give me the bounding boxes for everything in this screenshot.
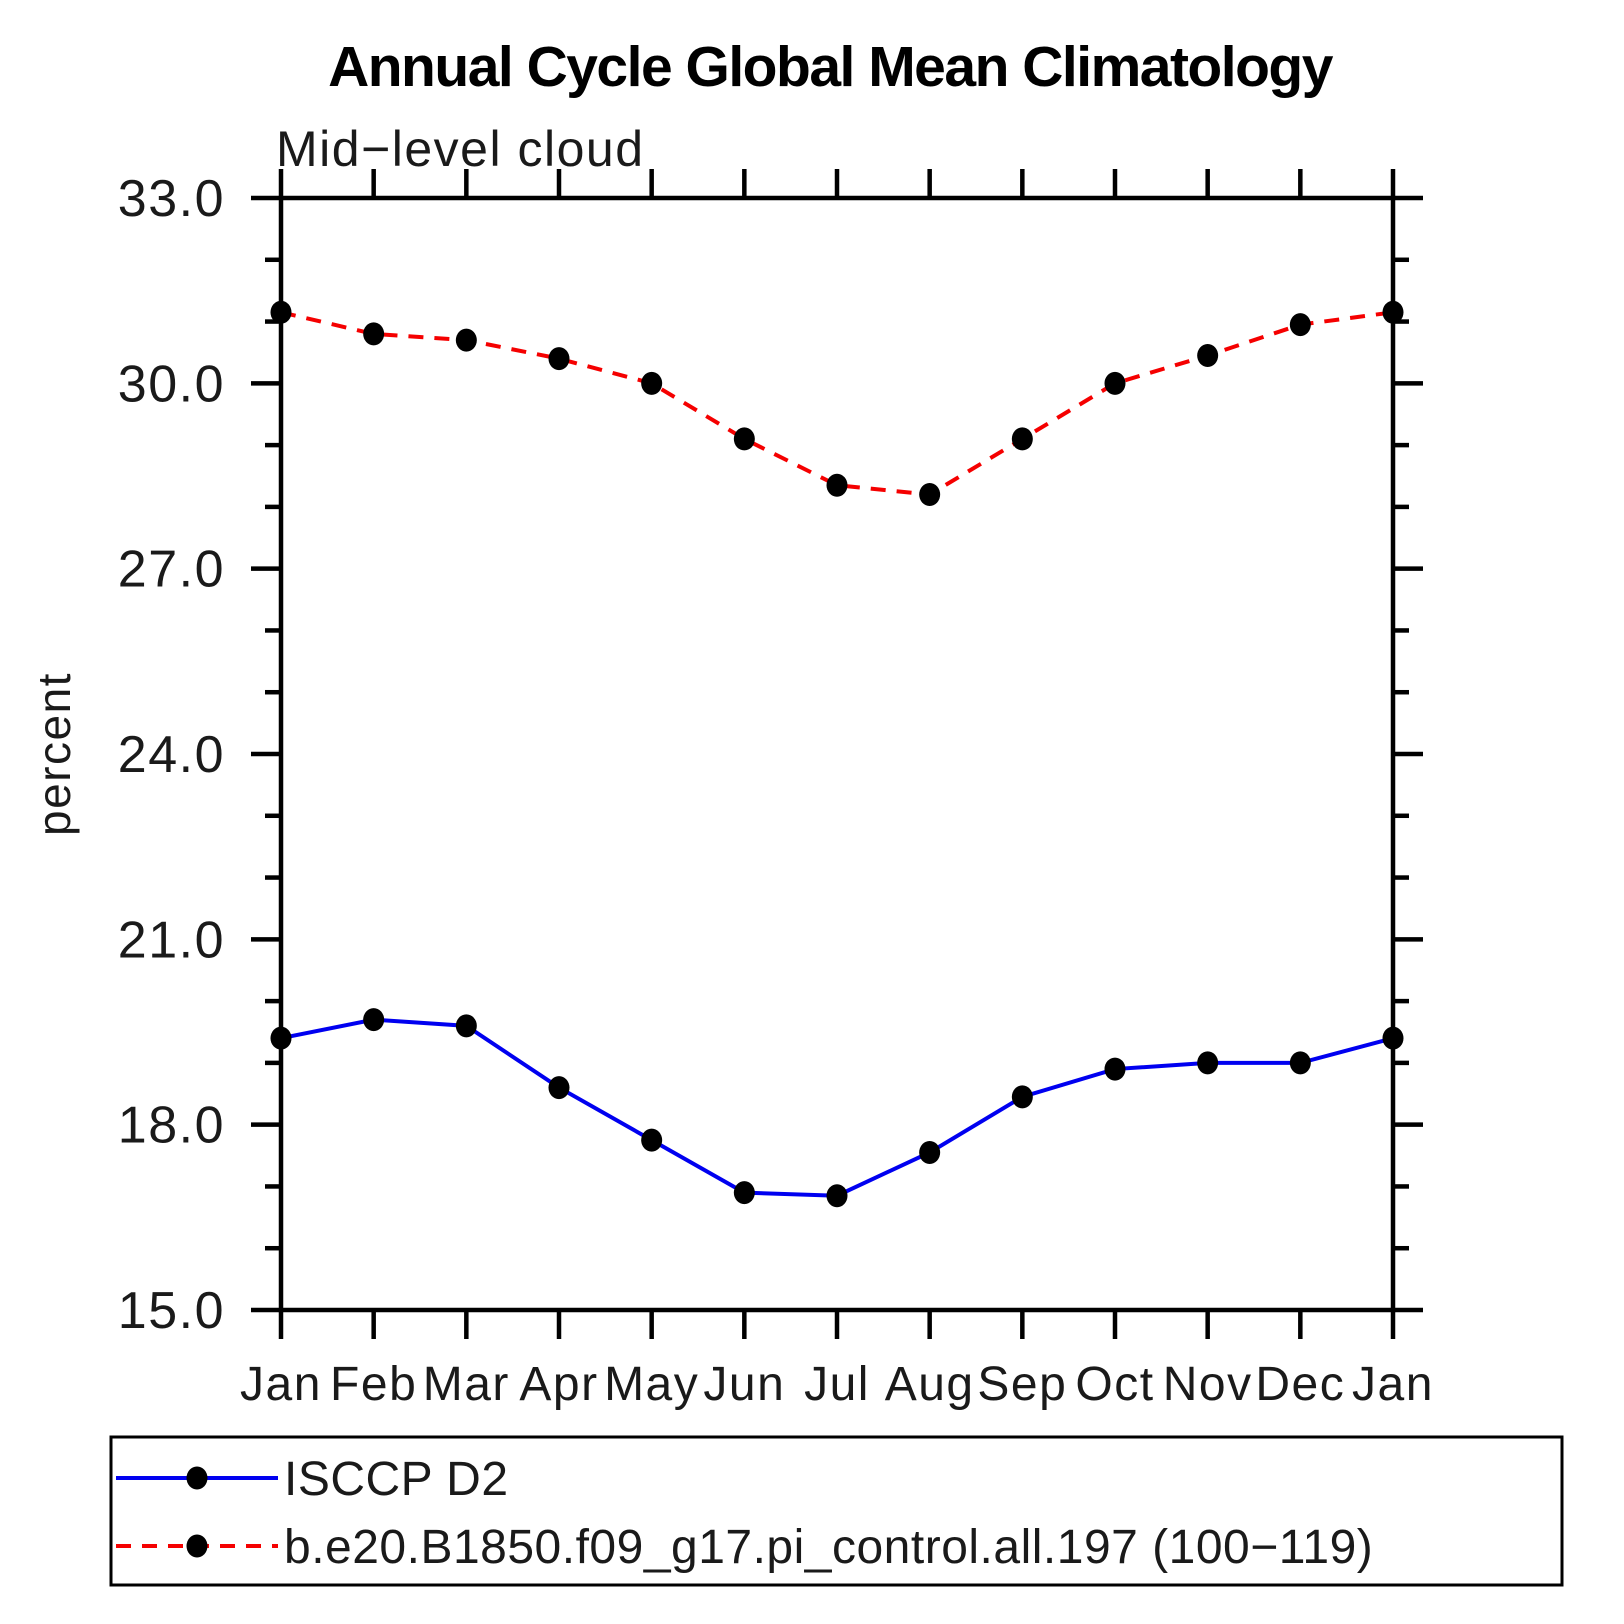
series-line-model xyxy=(280,310,1394,497)
y-tick-label: 24.0 xyxy=(118,726,225,784)
x-tick-label: Feb xyxy=(330,1358,417,1411)
data-point-marker xyxy=(363,322,385,346)
data-point-marker xyxy=(733,1181,755,1205)
x-tick-label: Nov xyxy=(1163,1358,1253,1411)
data-point-marker xyxy=(455,1014,477,1038)
data-point-marker xyxy=(548,347,570,371)
x-tick-label: Sep xyxy=(977,1358,1067,1411)
x-tick-label: Jan xyxy=(240,1358,322,1411)
plot-area-border xyxy=(278,195,1396,1313)
legend-box xyxy=(109,1435,1564,1587)
data-point-marker xyxy=(270,300,292,324)
data-point-marker xyxy=(548,1076,570,1100)
data-point-marker xyxy=(1011,1085,1033,1109)
y-tick-label: 18.0 xyxy=(118,1097,225,1155)
data-point-marker xyxy=(1289,1051,1311,1075)
x-tick-label: Jul xyxy=(804,1358,870,1411)
data-point-marker xyxy=(919,483,941,507)
chart-subtitle: Mid−level cloud xyxy=(276,121,645,177)
data-point-marker xyxy=(919,1140,941,1164)
legend-label: ISCCP D2 xyxy=(284,1453,509,1506)
data-point-marker xyxy=(641,371,663,395)
legend-marker xyxy=(186,1466,208,1490)
y-axis-label: percent xyxy=(28,672,80,836)
x-tick-label: Jan xyxy=(1352,1358,1434,1411)
x-tick-label: Mar xyxy=(423,1358,510,1411)
y-tick-label: 21.0 xyxy=(118,911,225,969)
series-line-obs xyxy=(280,1017,1394,1198)
data-point-marker xyxy=(1197,1051,1219,1075)
data-point-marker xyxy=(1104,1057,1126,1081)
y-tick-label: 33.0 xyxy=(118,170,225,228)
x-tick-label: Aug xyxy=(885,1358,975,1411)
data-point-marker xyxy=(270,1026,292,1050)
data-point-marker xyxy=(1382,1026,1404,1050)
chart-title: Annual Cycle Global Mean Climatology xyxy=(328,35,1334,99)
data-point-marker xyxy=(1197,344,1219,368)
x-tick-label: Dec xyxy=(1255,1358,1345,1411)
data-point-marker xyxy=(1289,313,1311,337)
data-point-marker xyxy=(641,1128,663,1152)
x-tick-label: Jun xyxy=(703,1358,785,1411)
y-tick-label: 30.0 xyxy=(118,355,225,413)
data-point-marker xyxy=(363,1008,385,1032)
y-tick-label: 15.0 xyxy=(118,1282,225,1340)
data-point-marker xyxy=(733,427,755,451)
y-tick-label: 27.0 xyxy=(118,541,225,599)
data-point-marker xyxy=(1382,300,1404,324)
data-point-marker xyxy=(1104,371,1126,395)
x-tick-label: Apr xyxy=(519,1358,598,1411)
x-tick-label: Oct xyxy=(1075,1358,1154,1411)
data-point-marker xyxy=(826,1184,848,1208)
data-point-marker xyxy=(455,328,477,352)
legend-marker xyxy=(186,1534,208,1558)
legend-label: b.e20.B1850.f09_g17.pi_control.all.197 (… xyxy=(284,1521,1373,1574)
data-point-marker xyxy=(1011,427,1033,451)
x-tick-label: May xyxy=(604,1358,699,1411)
data-point-marker xyxy=(826,473,848,497)
